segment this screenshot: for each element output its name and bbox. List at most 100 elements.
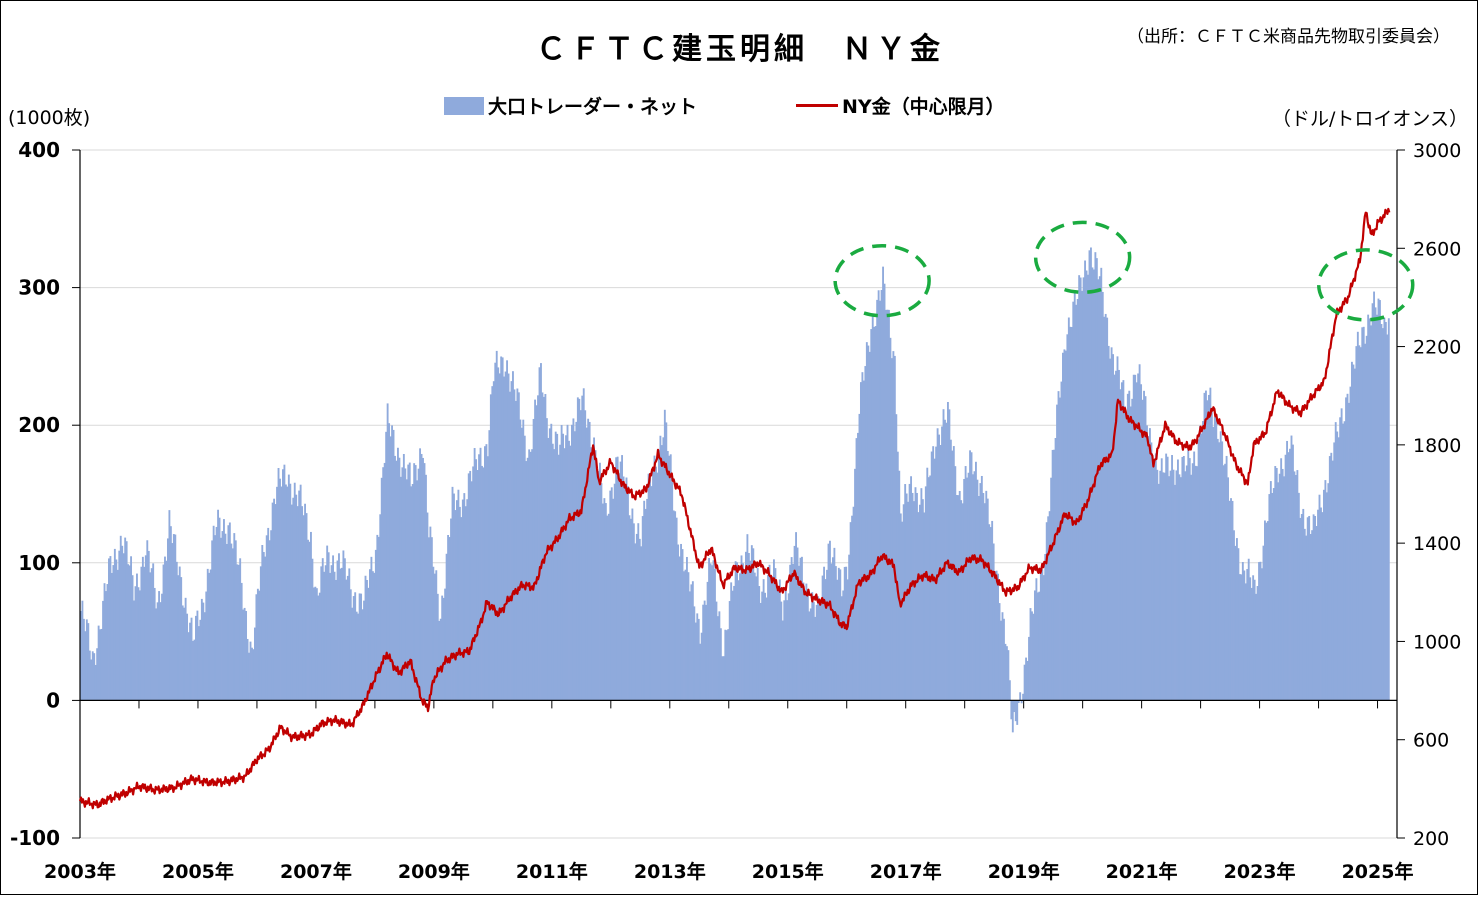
- net-position-bar: [1042, 575, 1045, 701]
- net-position-bar: [1364, 343, 1367, 701]
- net-position-bar: [1255, 593, 1258, 701]
- net-position-bar: [750, 545, 753, 701]
- net-position-bar: [544, 393, 547, 701]
- net-position-bar: [187, 632, 190, 701]
- net-position-bar: [228, 522, 231, 701]
- net-position-bar: [802, 582, 805, 701]
- net-position-bar: [336, 560, 339, 701]
- net-position-bar: [1305, 535, 1308, 701]
- net-position-bar: [447, 535, 450, 701]
- net-position-bar: [256, 588, 259, 701]
- net-position-bar: [674, 511, 677, 701]
- net-position-bar: [312, 587, 315, 701]
- net-position-bar: [600, 483, 603, 701]
- net-position-bar: [599, 462, 601, 701]
- net-position-bar: [818, 602, 821, 701]
- net-position-bar: [140, 566, 143, 701]
- net-position-bar: [702, 604, 705, 701]
- net-position-bar: [927, 477, 930, 701]
- net-position-bar: [348, 568, 351, 701]
- net-position-bar: [739, 573, 741, 701]
- net-position-bar: [690, 584, 693, 701]
- highlight-circle: [1316, 248, 1415, 322]
- net-position-bar: [292, 497, 295, 701]
- net-position-bar: [1147, 436, 1150, 701]
- net-position-bar: [601, 503, 604, 701]
- net-position-bar: [625, 477, 628, 701]
- net-position-bar: [383, 462, 386, 701]
- net-position-bar: [498, 373, 501, 701]
- net-position-bar: [124, 537, 127, 701]
- net-position-bar: [1277, 482, 1280, 701]
- net-position-bar: [532, 418, 535, 701]
- net-position-bar: [1060, 381, 1063, 701]
- net-position-bar: [1179, 477, 1182, 701]
- net-position-bar: [178, 566, 181, 701]
- net-position-bar: [205, 591, 208, 701]
- net-position-bar: [1235, 538, 1238, 701]
- net-position-bar: [429, 526, 432, 701]
- net-position-bar: [155, 608, 158, 701]
- x-tick-label: 2011年: [516, 860, 588, 883]
- net-position-bar: [1163, 472, 1166, 701]
- net-position-bar: [166, 538, 169, 701]
- net-position-bar: [829, 540, 831, 701]
- net-position-bar: [333, 571, 336, 701]
- left-tick-label: 300: [18, 276, 60, 300]
- net-position-bar: [280, 486, 283, 701]
- net-position-bar: [659, 435, 662, 701]
- net-position-bar: [1072, 301, 1075, 701]
- net-position-bar: [551, 443, 554, 701]
- net-position-bar: [980, 475, 983, 701]
- net-position-bar: [233, 533, 236, 701]
- net-position-bar: [1210, 409, 1213, 701]
- net-position-bar: [1088, 250, 1091, 701]
- net-position-bar: [890, 358, 893, 701]
- net-position-bar: [615, 457, 618, 701]
- net-position-bar: [988, 524, 991, 701]
- net-position-bar: [1197, 439, 1200, 701]
- net-position-bar: [749, 560, 752, 701]
- net-position-bar: [352, 596, 355, 701]
- net-position-bar: [227, 525, 230, 701]
- net-position-bar: [986, 498, 989, 701]
- net-position-bar: [693, 606, 696, 701]
- net-position-bar: [1380, 324, 1383, 701]
- net-position-bar: [1284, 454, 1287, 701]
- net-position-bar: [284, 484, 287, 701]
- net-position-bar: [1299, 517, 1302, 701]
- net-position-bar: [634, 543, 637, 701]
- net-position-bar: [380, 477, 383, 701]
- net-position-bar: [643, 500, 646, 701]
- right-tick-label: 2200: [1413, 337, 1461, 359]
- net-position-bar: [1031, 611, 1033, 701]
- net-position-bar: [1379, 300, 1381, 701]
- net-position-bar: [1090, 247, 1092, 701]
- net-position-bar: [246, 638, 249, 701]
- net-position-bar: [492, 381, 495, 701]
- net-position-bar: [944, 419, 946, 701]
- net-position-bar: [696, 613, 699, 701]
- net-position-bar: [972, 474, 974, 701]
- net-position-bar: [983, 503, 986, 701]
- net-position-bar: [1157, 483, 1160, 701]
- net-position-bar: [455, 500, 458, 701]
- net-position-bar: [715, 601, 718, 701]
- net-position-bar: [923, 512, 926, 701]
- net-position-bar: [99, 629, 102, 701]
- net-position-bar: [857, 432, 859, 701]
- bar-series: [80, 247, 1390, 733]
- net-position-bar: [719, 628, 722, 701]
- net-position-bar: [665, 422, 668, 701]
- net-position-bar: [582, 388, 585, 701]
- net-position-bar: [572, 418, 575, 701]
- net-position-bar: [1246, 569, 1249, 701]
- net-position-bar: [1156, 469, 1159, 701]
- net-position-bar: [1286, 440, 1288, 701]
- right-tick-label: 1000: [1413, 631, 1461, 653]
- net-position-bar: [1278, 473, 1281, 701]
- net-position-bar: [584, 410, 587, 701]
- net-position-bar: [171, 543, 174, 701]
- legend-line-swatch: [796, 104, 838, 107]
- net-position-bar: [703, 600, 706, 701]
